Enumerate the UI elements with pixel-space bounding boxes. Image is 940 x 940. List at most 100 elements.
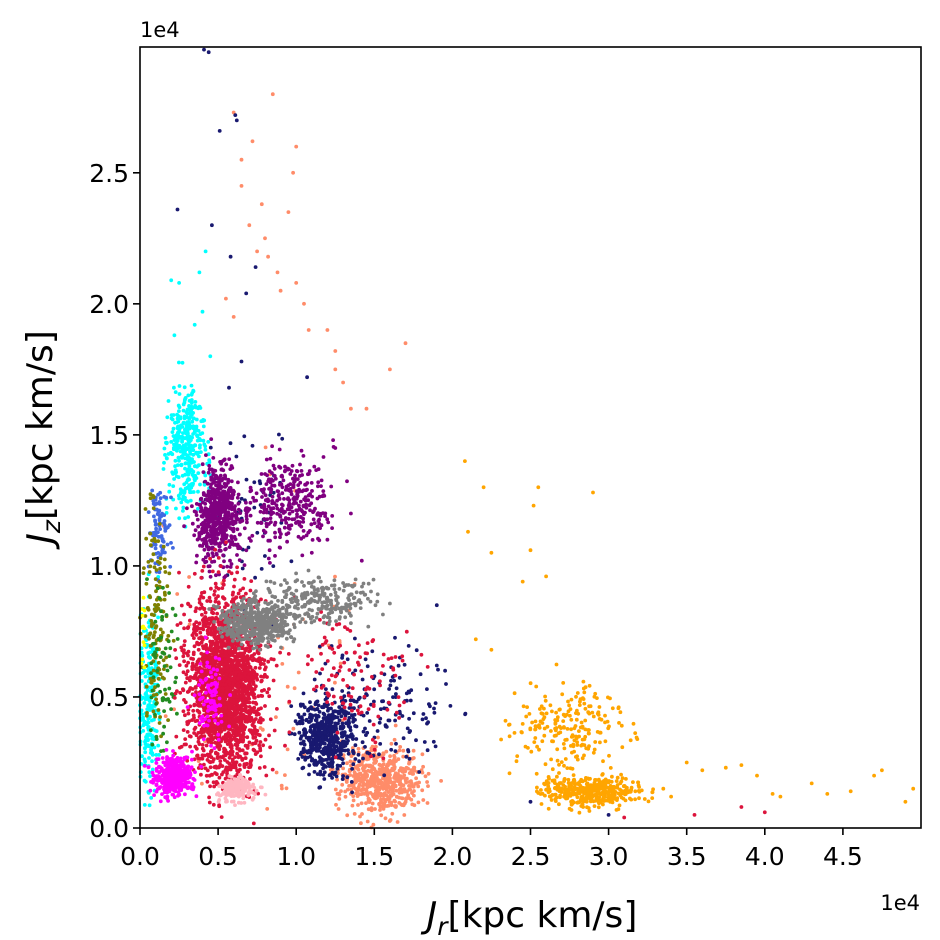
scatter-point bbox=[341, 766, 345, 771]
scatter-point bbox=[181, 509, 185, 513]
scatter-point bbox=[307, 472, 311, 476]
scatter-point bbox=[217, 129, 222, 133]
scatter-point bbox=[153, 650, 157, 655]
scatter-point bbox=[203, 249, 208, 254]
scatter-point bbox=[219, 650, 224, 654]
scatter-point bbox=[149, 624, 154, 628]
scatter-point bbox=[196, 471, 201, 475]
scatter-point bbox=[299, 704, 303, 708]
scatter-point bbox=[187, 575, 192, 579]
scatter-point bbox=[259, 202, 264, 207]
scatter-point bbox=[173, 458, 178, 463]
scatter-point bbox=[323, 514, 327, 518]
scatter-point bbox=[228, 565, 233, 569]
scatter-point bbox=[337, 749, 341, 753]
scatter-point bbox=[181, 728, 186, 732]
scatter-point bbox=[172, 696, 177, 700]
scatter-point bbox=[221, 493, 226, 498]
scatter-point bbox=[242, 526, 247, 531]
scatter-point bbox=[323, 730, 328, 735]
scatter-point bbox=[321, 758, 326, 762]
scatter-point bbox=[306, 530, 311, 535]
scatter-point bbox=[244, 659, 249, 663]
scatter-point bbox=[156, 615, 161, 620]
scatter-point bbox=[404, 691, 409, 696]
scatter-point bbox=[160, 617, 165, 622]
scatter-point bbox=[158, 672, 163, 676]
scatter-point bbox=[235, 751, 240, 756]
scatter-point bbox=[150, 679, 154, 683]
scatter-point bbox=[304, 533, 309, 538]
scatter-point bbox=[357, 782, 362, 787]
scatter-point bbox=[388, 793, 393, 798]
scatter-point bbox=[221, 596, 226, 600]
scatter-point bbox=[147, 699, 152, 703]
scatter-point bbox=[185, 478, 190, 483]
scatter-point bbox=[200, 431, 205, 435]
scatter-point bbox=[302, 712, 307, 717]
scatter-point bbox=[229, 515, 234, 520]
scatter-point bbox=[244, 500, 248, 505]
scatter-point bbox=[266, 504, 271, 509]
scatter-point bbox=[250, 689, 255, 693]
scatter-point bbox=[326, 706, 331, 711]
scatter-point bbox=[351, 783, 356, 788]
scatter-point bbox=[403, 778, 408, 783]
scatter-point bbox=[316, 484, 320, 489]
scatter-point bbox=[140, 613, 145, 618]
scatter-point bbox=[193, 478, 197, 483]
scatter-point bbox=[433, 744, 438, 749]
scatter-point bbox=[342, 744, 346, 749]
scatter-point bbox=[381, 762, 386, 767]
scatter-point bbox=[146, 726, 151, 730]
scatter-point bbox=[157, 580, 162, 584]
scatter-point bbox=[412, 768, 417, 773]
scatter-point bbox=[169, 413, 174, 417]
scatter-point bbox=[143, 759, 148, 764]
scatter-point bbox=[168, 665, 173, 670]
scatter-point bbox=[280, 436, 285, 441]
scatter-point bbox=[192, 429, 197, 434]
scatter-point bbox=[340, 757, 345, 762]
scatter-point bbox=[184, 427, 188, 432]
scatter-point bbox=[318, 769, 323, 774]
scatter-point bbox=[146, 651, 151, 655]
scatter-point bbox=[163, 687, 167, 692]
scatter-point bbox=[182, 385, 187, 390]
scatter-point bbox=[218, 520, 223, 525]
scatter-point bbox=[312, 727, 317, 731]
scatter-point bbox=[320, 762, 324, 766]
scatter-point bbox=[259, 597, 263, 602]
scatter-point bbox=[260, 689, 264, 693]
scatter-point bbox=[205, 758, 210, 762]
scatter-point bbox=[177, 458, 181, 463]
scatter-point bbox=[162, 446, 167, 451]
scatter-point bbox=[202, 418, 207, 423]
scatter-point bbox=[301, 746, 306, 751]
scatter-point bbox=[351, 698, 356, 703]
scatter-point bbox=[162, 667, 166, 671]
scatter-point bbox=[264, 510, 269, 515]
scatter-point bbox=[377, 801, 382, 806]
scatter-point bbox=[234, 512, 239, 517]
scatter-point bbox=[313, 506, 317, 511]
scatter-point bbox=[152, 536, 157, 541]
scatter-point bbox=[216, 480, 220, 484]
scatter-point bbox=[216, 570, 221, 574]
scatter-point bbox=[277, 497, 282, 501]
scatter-point bbox=[172, 477, 177, 481]
scatter-point bbox=[277, 447, 282, 452]
scatter-point bbox=[322, 741, 327, 746]
scatter-point bbox=[298, 499, 303, 504]
scatter-point bbox=[387, 800, 392, 804]
scatter-point bbox=[167, 686, 172, 691]
scatter-point bbox=[169, 707, 174, 711]
scatter-point bbox=[204, 453, 208, 457]
scatter-point bbox=[188, 439, 192, 443]
scatter-point bbox=[361, 756, 365, 761]
scatter-point bbox=[248, 513, 253, 518]
scatter-point bbox=[236, 690, 241, 695]
scatter-point bbox=[158, 627, 163, 632]
scatter-point bbox=[256, 651, 261, 656]
scatter-point bbox=[174, 441, 179, 446]
